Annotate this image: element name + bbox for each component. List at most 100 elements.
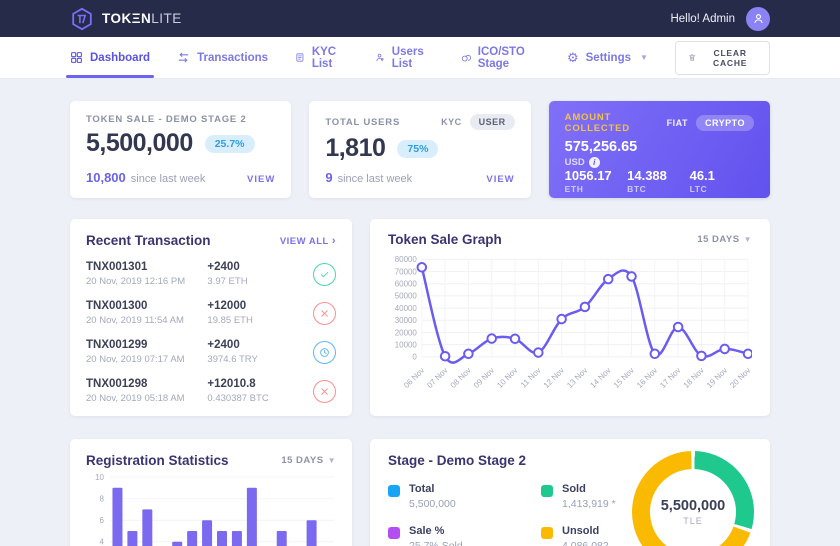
svg-text:09 Nov: 09 Nov — [472, 366, 496, 390]
eth-amount: 1056.17 ETH — [564, 168, 612, 194]
user-icon — [376, 53, 384, 62]
user-toggle[interactable]: USER — [469, 114, 515, 130]
legend-item-total: Total 5,500,000 — [388, 483, 503, 510]
svg-text:20000: 20000 — [395, 328, 418, 337]
transaction-row: TNX001301 20 Nov, 2019 12:16 PM +2400 3.97… — [86, 261, 336, 287]
trash-icon — [688, 54, 696, 61]
svg-text:11 Nov: 11 Nov — [519, 366, 543, 390]
usd-label: USD — [564, 157, 585, 168]
tab-label: Settings — [585, 51, 631, 64]
view-link[interactable]: VIEW — [486, 174, 515, 185]
main-tabbar: Dashboard Transactions KYC List Users Li… — [0, 37, 840, 79]
top-navbar: TOKΞNLITE Hello! Admin — [0, 0, 840, 37]
donut-token-label: TLE — [683, 516, 703, 526]
user-avatar[interactable] — [746, 6, 770, 31]
token-sale-stat-card: TOKEN SALE - DEMO STAGE 2 5,500,000 25.7… — [70, 101, 292, 198]
period-dropdown[interactable]: 15 DAYS ▼ — [281, 455, 336, 466]
svg-text:16 Nov: 16 Nov — [635, 366, 659, 390]
fiat-toggle[interactable]: FIAT — [666, 118, 688, 128]
transaction-row: TNX001299 20 Nov, 2019 07:17 AM +2400 3974… — [86, 339, 336, 365]
tab-transactions[interactable]: Transactions — [177, 37, 268, 78]
legend-item-sale-pct: Sale % 25.7% Sold — [388, 525, 503, 546]
svg-text:6: 6 — [100, 516, 105, 525]
greeting-text: Hello! Admin — [670, 12, 735, 25]
svg-text:19 Nov: 19 Nov — [705, 366, 729, 390]
card-title: Token Sale Graph — [388, 232, 502, 247]
svg-text:08 Nov: 08 Nov — [449, 366, 473, 390]
svg-text:17 Nov: 17 Nov — [658, 366, 682, 390]
svg-text:8: 8 — [100, 494, 105, 503]
svg-text:12 Nov: 12 Nov — [542, 366, 566, 390]
token-sale-graph-card: Token Sale Graph 15 DAYS ▼ 0 10000 20000 300… — [370, 219, 770, 416]
legend-item-unsold: Unsold 4,086,082 — [541, 525, 656, 546]
card-title: Registration Statistics — [86, 453, 229, 468]
chevron-right-icon: › — [331, 234, 336, 247]
status-failed-icon — [313, 379, 336, 403]
crypto-toggle[interactable]: CRYPTO — [695, 115, 754, 131]
delta-value: 9 — [325, 170, 333, 185]
tab-label: KYC List — [311, 45, 337, 70]
registration-bar-chart: 246810 — [95, 473, 334, 546]
document-list-icon — [296, 53, 304, 62]
card-title: AMOUNT COLLECTED — [564, 112, 630, 134]
coins-stack-icon — [461, 54, 471, 62]
view-link[interactable]: VIEW — [247, 174, 276, 185]
dashboard-content: TOKEN SALE - DEMO STAGE 2 5,500,000 25.7… — [0, 79, 840, 546]
ltc-amount: 46.1 LTC — [689, 168, 715, 194]
clear-cache-button[interactable]: CLEAR CACHE — [674, 40, 770, 75]
card-title: Stage - Demo Stage 2 — [388, 453, 527, 468]
tokenlite-hexagon-icon — [72, 7, 92, 30]
chevron-down-icon: ▼ — [743, 235, 752, 244]
tab-label: Transactions — [197, 51, 269, 64]
total-swatch — [388, 485, 400, 497]
card-title: TOKEN SALE - DEMO STAGE 2 — [86, 114, 247, 125]
registration-statistics-card: Registration Statistics 15 DAYS▼ 246810 — [70, 439, 352, 546]
svg-text:50000: 50000 — [395, 292, 418, 301]
svg-text:06 Nov: 06 Nov — [402, 366, 426, 390]
kyc-toggle[interactable]: KYC — [441, 117, 462, 127]
brand-name: TOKΞNLITE — [102, 11, 182, 26]
svg-text:10: 10 — [95, 473, 104, 482]
svg-text:80000: 80000 — [395, 255, 418, 264]
clear-cache-label: CLEAR CACHE — [713, 47, 748, 68]
swap-arrows-icon — [178, 52, 189, 63]
svg-text:40000: 40000 — [395, 304, 418, 313]
svg-text:4: 4 — [100, 538, 105, 546]
svg-text:30000: 30000 — [395, 316, 418, 325]
legend-item-sold: Sold 1,413,919 * — [541, 483, 656, 510]
svg-text:18 Nov: 18 Nov — [682, 366, 706, 390]
svg-text:0: 0 — [412, 353, 417, 362]
info-icon[interactable]: i — [588, 157, 600, 168]
tab-label: Dashboard — [90, 51, 151, 64]
card-title: TOTAL USERS — [325, 116, 401, 128]
svg-text:10 Nov: 10 Nov — [495, 366, 519, 390]
dashboard-grid-icon — [71, 52, 82, 63]
view-all-link[interactable]: VIEW ALL › — [279, 234, 336, 247]
donut-center: 5,500,000 TLE — [650, 469, 736, 546]
unsold-swatch — [541, 527, 553, 539]
status-success-icon — [313, 262, 336, 286]
stage-donut-chart: 5,500,000 TLE — [632, 451, 754, 546]
btc-amount: 14.388 BTC — [627, 168, 667, 194]
usd-amount: 575,256.65 — [564, 139, 638, 155]
transaction-row: TNX001298 20 Nov, 2019 05:18 AM +12010.8 0… — [86, 378, 336, 404]
svg-text:60000: 60000 — [395, 280, 418, 289]
card-title: Recent Transaction — [86, 233, 211, 248]
recent-transactions-card: Recent Transaction VIEW ALL › TNX001301 2… — [70, 219, 352, 416]
tab-ico-sto-stage[interactable]: ICO/STO Stage — [461, 37, 540, 78]
delta-value: 10,800 — [86, 170, 126, 185]
tab-dashboard[interactable]: Dashboard — [65, 37, 155, 78]
brand-logo[interactable]: TOKΞNLITE — [70, 7, 182, 31]
users-percent-badge: 75% — [397, 139, 439, 158]
total-users-stat-card: TOTAL USERS KYC USER 1,810 75% 9 since l… — [309, 101, 531, 198]
tab-users-list[interactable]: Users List — [375, 37, 434, 78]
period-dropdown[interactable]: 15 DAYS ▼ — [697, 234, 752, 245]
stage-summary-card: Stage - Demo Stage 2 Total 5,500,000 Sold… — [370, 439, 770, 546]
svg-text:13 Nov: 13 Nov — [565, 366, 589, 390]
svg-text:70000: 70000 — [395, 267, 418, 276]
amount-collected-card: AMOUNT COLLECTED FIAT CRYPTO 575,256.65 … — [548, 101, 770, 198]
tab-label: Users List — [391, 45, 424, 70]
status-pending-icon — [313, 340, 336, 364]
tab-settings[interactable]: ⚙ Settings ▼ — [567, 37, 648, 78]
tab-kyc-list[interactable]: KYC List — [295, 37, 348, 78]
